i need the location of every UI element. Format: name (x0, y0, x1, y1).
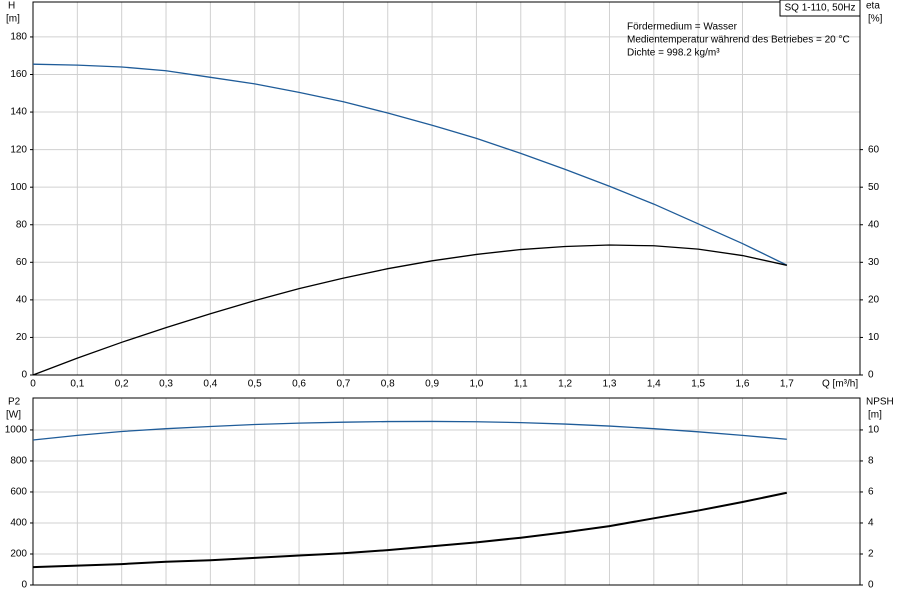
series-line (32, 491, 788, 569)
x-tick-label: 0,7 (336, 379, 350, 390)
y-tick-label: 80 (16, 219, 28, 230)
y-tick-label: 40 (16, 295, 28, 306)
y2-tick-label: 20 (868, 295, 880, 306)
y-tick-label: 60 (16, 257, 28, 268)
y-tick-label: 0 (21, 580, 27, 591)
x-tick-label: 1,4 (647, 379, 661, 390)
y-tick-label: 120 (10, 144, 27, 155)
y2-tick-label: 10 (868, 425, 880, 436)
plot-frame (32, 1, 861, 376)
y2-axis-label: NPSH (866, 397, 894, 408)
y-axis-unit: [W] (6, 410, 21, 421)
x-tick-label: 0 (30, 379, 36, 390)
x-tick-label: 1,1 (514, 379, 528, 390)
y2-tick-label: 4 (868, 518, 874, 529)
y2-axis-unit: [%] (868, 14, 883, 25)
x-tick-label: 0,5 (248, 379, 262, 390)
x-tick-label: 1,3 (603, 379, 617, 390)
x-tick-label: 0,1 (70, 379, 84, 390)
y2-tick-label: 30 (868, 257, 880, 268)
x-tick-label: 0,4 (203, 379, 217, 390)
y2-tick-label: 60 (868, 144, 880, 155)
x-axis-label: Q [m³/h] (822, 379, 858, 390)
y-tick-label: 100 (10, 182, 27, 193)
y-axis-label: H (8, 1, 15, 12)
y-axis-unit: [m] (6, 14, 20, 25)
y-tick-label: 140 (10, 107, 27, 118)
annotation: Fördermedium = Wasser (627, 22, 738, 33)
label-box-text: SQ 1-110, 50Hz (785, 3, 856, 14)
x-tick-label: 1,7 (780, 379, 794, 390)
y2-tick-label: 40 (868, 219, 880, 230)
y2-tick-label: 0 (868, 580, 874, 591)
y-tick-label: 1000 (5, 425, 28, 436)
y-tick-label: 160 (10, 69, 27, 80)
x-tick-label: 0,6 (292, 379, 306, 390)
y-tick-label: 0 (21, 370, 27, 381)
series-line (32, 420, 787, 441)
y2-axis-label: eta (866, 1, 880, 12)
series-line (32, 244, 787, 376)
label-box (779, 0, 861, 17)
x-tick-label: 1,0 (469, 379, 483, 390)
plot-frame (32, 397, 861, 586)
y-tick-label: 180 (10, 32, 27, 43)
y-tick-label: 600 (10, 487, 27, 498)
y2-tick-label: 10 (868, 332, 880, 343)
x-tick-label: 0,2 (115, 379, 129, 390)
y2-tick-label: 6 (868, 487, 874, 498)
x-tick-label: 1,6 (736, 379, 750, 390)
y-axis-label: P2 (8, 397, 21, 408)
x-tick-label: 1,2 (558, 379, 572, 390)
y2-tick-label: 2 (868, 549, 874, 560)
x-tick-label: 0,8 (381, 379, 395, 390)
annotation: Medientemperatur während des Betriebes =… (627, 35, 850, 46)
y2-tick-label: 8 (868, 456, 874, 467)
y-tick-label: 200 (10, 549, 27, 560)
annotation: Dichte = 998.2 kg/m³ (627, 48, 720, 59)
y-tick-label: 400 (10, 518, 27, 529)
x-tick-label: 1,5 (691, 379, 705, 390)
y2-tick-label: 0 (868, 370, 874, 381)
y2-axis-unit: [m] (868, 410, 882, 421)
y-tick-label: 800 (10, 456, 27, 467)
x-tick-label: 0,9 (425, 379, 439, 390)
x-tick-label: 0,3 (159, 379, 173, 390)
y-tick-label: 20 (16, 332, 28, 343)
series-line (32, 63, 788, 266)
y2-tick-label: 50 (868, 182, 880, 193)
